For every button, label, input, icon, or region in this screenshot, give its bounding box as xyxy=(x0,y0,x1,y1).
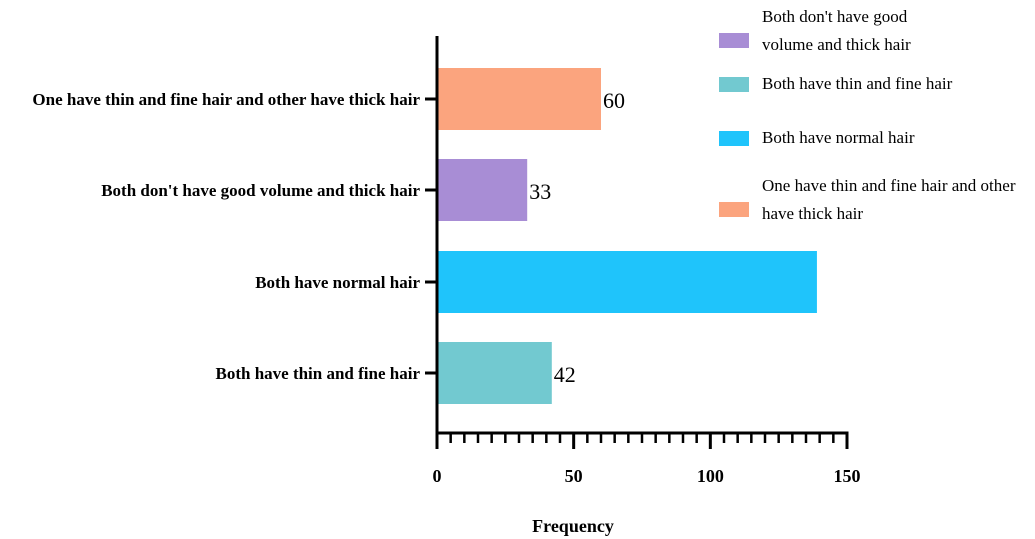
data-label: 60 xyxy=(603,88,625,113)
bar xyxy=(437,159,528,221)
legend-label: have thick hair xyxy=(762,204,863,223)
bar xyxy=(437,68,601,130)
data-label: 42 xyxy=(554,362,576,387)
legend-swatch xyxy=(719,77,749,92)
y-tick-label: One have thin and fine hair and other ha… xyxy=(32,90,420,109)
y-tick-label: Both have normal hair xyxy=(255,273,420,292)
x-axis-title: Frequency xyxy=(532,516,614,536)
y-tick-label: Both have thin and fine hair xyxy=(215,364,420,383)
legend-swatch xyxy=(719,131,749,146)
legend-label: volume and thick hair xyxy=(762,35,911,54)
bar xyxy=(437,342,552,404)
labels-group: 60 One have thin and fine hair and other … xyxy=(32,88,860,486)
data-label: 33 xyxy=(529,179,551,204)
bars-group xyxy=(437,68,817,404)
x-tick-label: 100 xyxy=(697,466,724,486)
legend-label: Both have thin and fine hair xyxy=(762,74,953,93)
legend-label: Both don't have good xyxy=(762,7,908,26)
legend-label: Both have normal hair xyxy=(762,128,915,147)
legend: Both don't have good volume and thick hai… xyxy=(719,7,1016,223)
legend-swatch xyxy=(719,33,749,48)
x-tick-label: 50 xyxy=(565,466,583,486)
legend-label: One have thin and fine hair and other xyxy=(762,176,1016,195)
y-tick-label: Both don't have good volume and thick ha… xyxy=(101,181,420,200)
bar xyxy=(437,251,817,313)
x-tick-label: 150 xyxy=(834,466,861,486)
axes-group xyxy=(425,36,849,449)
x-tick-label: 0 xyxy=(433,466,442,486)
legend-swatch xyxy=(719,202,749,217)
